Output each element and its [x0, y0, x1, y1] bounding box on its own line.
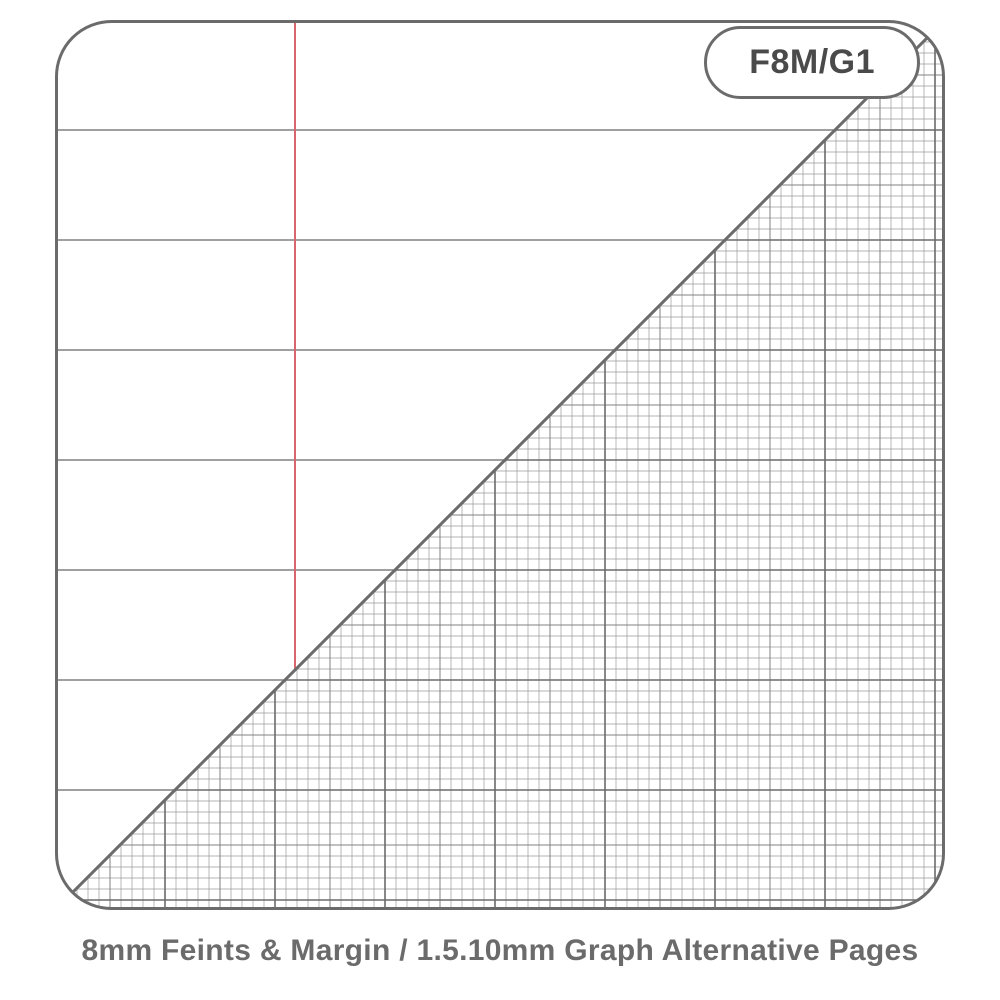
caption-text: 8mm Feints & Margin / 1.5.10mm Graph Alt…: [0, 934, 1000, 968]
badge-label: F8M/G1: [749, 43, 875, 81]
diagram-canvas: [55, 20, 945, 910]
product-code-badge: F8M/G1: [704, 26, 920, 99]
paper-diagram: F8M/G1: [55, 20, 945, 910]
